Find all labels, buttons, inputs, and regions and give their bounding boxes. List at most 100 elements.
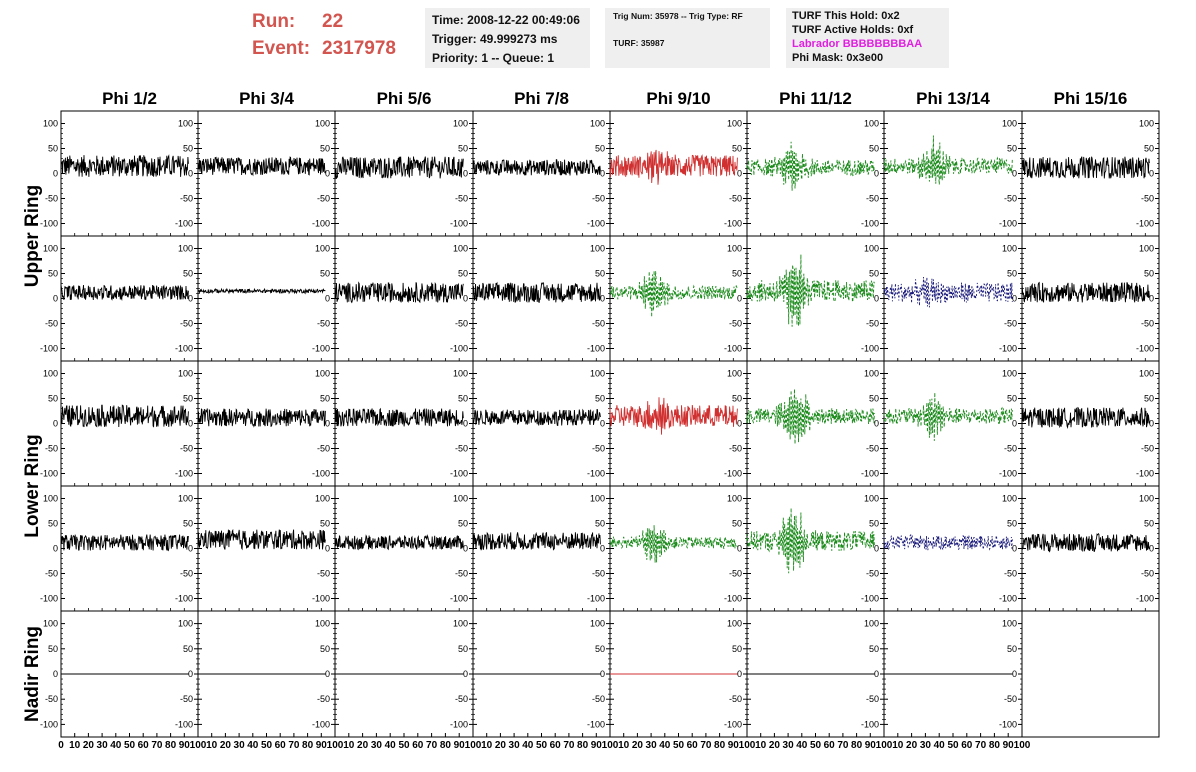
column-title: Phi 5/6 [377,89,432,108]
y-tick-label: 0 [600,669,605,679]
y-tick-label: 50 [320,269,330,279]
y-tick-label: 0 [188,544,193,554]
x-tick-label: 30 [509,740,521,751]
x-tick-label: 60 [550,740,562,751]
y-tick-label: -100 [724,219,742,229]
y-tick-label: 0 [737,669,742,679]
waveform-panel: -100 -50 0 50 100 [609,360,748,487]
x-tick-label: 100 [327,740,344,751]
y-tick-label: -100 [587,719,605,729]
y-tick-label: -100 [450,469,468,479]
x-tick-label: 30 [234,740,246,751]
event-row: Event: 2317978 [252,35,420,62]
event-label: Event: [252,38,311,59]
y-tick-label: -100 [861,219,879,229]
waveform-trace [60,404,189,428]
x-tick-label: 40 [522,740,534,751]
y-tick-label: -50 [180,444,193,454]
waveform-trace [472,531,601,551]
x-tick-label: 20 [357,740,369,751]
waveform-panel: -100 -100 -50 -50 0 0 50 50 100 100 [40,110,199,237]
y-tick-label: 50 [183,269,193,279]
x-tick-label: 50 [673,740,685,751]
column-title: Phi 3/4 [239,89,294,108]
y-tick-label: 100 [590,494,605,504]
y-tick-label: -50 [1004,194,1017,204]
run-event-block: Run: 22 Event: 2317978 [252,8,420,66]
x-tick-label: 90 [865,740,877,751]
y-tick-label: 100 [864,369,879,379]
y-tick-label: 100 [727,369,742,379]
y-tick-label: 50 [458,144,468,154]
x-tick-label: 80 [440,740,452,751]
y-tick-label: -100 [312,719,330,729]
y-tick-label: 0 [600,294,605,304]
y-tick-label: -100 [1136,594,1154,604]
waveform-trace [198,287,326,295]
x-tick-label: 40 [110,740,122,751]
x-tick-label: 30 [97,740,109,751]
y-tick-label: 0 [188,669,193,679]
y-tick-label: 100 [453,619,468,629]
y-tick-label: -50 [45,194,58,204]
x-tick-label: 90 [1003,740,1015,751]
y-tick-label: -50 [729,694,742,704]
x-tick-label: 30 [371,740,383,751]
panel-frame [609,360,748,487]
waveform-trace [883,135,1013,185]
waveform-panel: -100 -50 0 50 100 [334,110,474,237]
y-tick-label: -100 [587,594,605,604]
y-tick-label: -50 [45,694,58,704]
y-tick-label: -50 [1004,569,1017,579]
trigger-line: Trigger: 49.999273 ms [432,32,558,46]
y-tick-label: -50 [729,569,742,579]
y-tick-label: -100 [175,469,193,479]
panel-frame [197,485,336,612]
y-tick-label: 0 [1149,294,1154,304]
x-tick-label: 70 [837,740,849,751]
y-tick-label: -100 [861,344,879,354]
y-tick-label: 50 [595,644,605,654]
x-tick-label: 60 [687,740,699,751]
y-tick-label: 100 [1139,369,1154,379]
y-tick-label: 50 [1144,394,1154,404]
waveform-trace [883,533,1013,551]
y-tick-label: -100 [175,594,193,604]
waveform-trace [334,156,464,179]
x-tick-label: 100 [739,740,756,751]
x-tick-label: 70 [151,740,163,751]
y-tick-label: 0 [463,669,468,679]
x-tick-label: 60 [824,740,836,751]
x-tick-label: 80 [714,740,726,751]
waveform-panel: -100 -50 0 50 100 [472,110,611,237]
y-tick-label: -100 [450,719,468,729]
y-tick-label: 50 [1007,394,1017,404]
panel-frame [883,110,1023,237]
x-tick-label: 90 [454,740,466,751]
y-tick-label: -50 [729,444,742,454]
panel-frame [197,360,336,487]
y-tick-label: -50 [455,194,468,204]
y-tick-label: 50 [320,519,330,529]
waveform-trace [334,534,464,551]
y-tick-label: 100 [864,494,879,504]
y-tick-label: -50 [180,694,193,704]
x-tick-label: 30 [920,740,932,751]
waveform-trace [60,154,189,177]
waveform-panel: -100 -50 0 50 100 [746,235,885,362]
waveform-panel: -100 -50 0 50 100 [472,485,611,612]
y-tick-label: -100 [450,344,468,354]
y-tick-label: -50 [1141,194,1154,204]
y-tick-label: 100 [43,119,58,129]
waveform-panel: -100 -50 0 50 100 [609,235,748,362]
y-tick-label: 0 [1012,169,1017,179]
y-tick-label: -50 [1141,319,1154,329]
x-tick-label: 90 [316,740,328,751]
y-tick-label: 0 [463,294,468,304]
waveform-panel: -100 -100 -50 -50 0 0 50 50 100 100 [40,485,199,612]
x-tick-label: 50 [810,740,822,751]
y-tick-label: 100 [453,494,468,504]
x-tick-label: 100 [1014,740,1031,751]
y-tick-label: 0 [1149,544,1154,554]
